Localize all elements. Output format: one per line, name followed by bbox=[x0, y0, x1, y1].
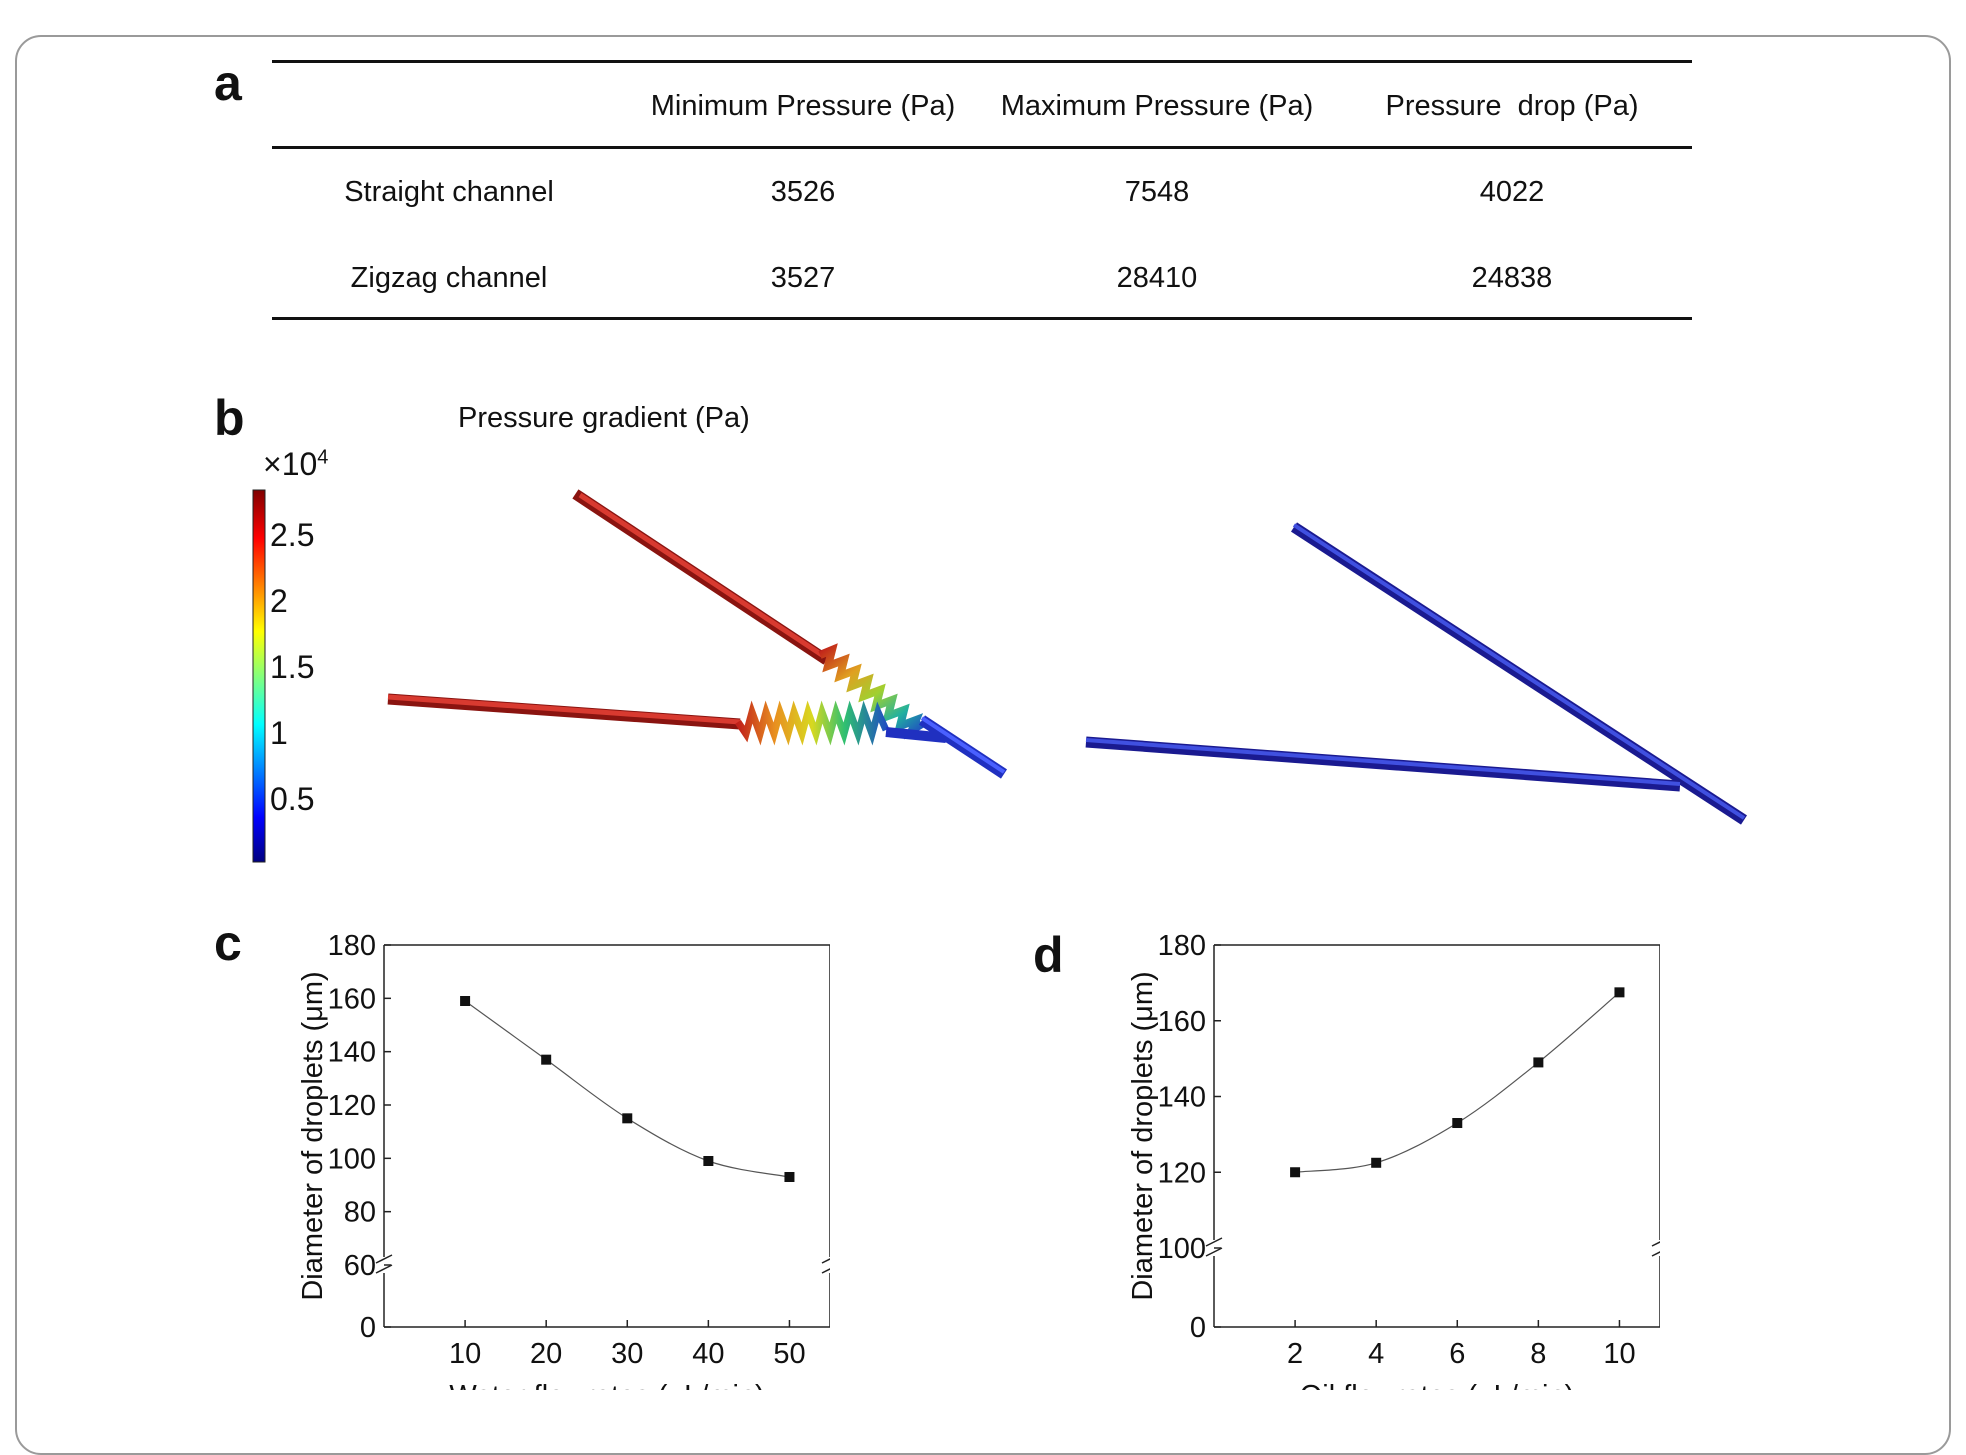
data-point bbox=[622, 1113, 633, 1124]
x-axis-label: Oil flowrates (μL/min) bbox=[1300, 1380, 1575, 1390]
x-tick-label: 2 bbox=[1287, 1338, 1303, 1370]
colorbar-label: 2.5 bbox=[270, 517, 315, 553]
panel-letter-d: d bbox=[1033, 927, 1064, 983]
data-point bbox=[703, 1156, 714, 1166]
axis-break-mark bbox=[1651, 1251, 1660, 1257]
table-cell-straight-min: 3526 bbox=[770, 176, 836, 208]
panel-letter-a: a bbox=[214, 55, 242, 111]
y-tick-label: 180 bbox=[1158, 930, 1206, 962]
y-tick-label: 120 bbox=[1158, 1157, 1206, 1189]
y-tick-label: 0 bbox=[1190, 1312, 1206, 1344]
table-cell-zigzag-drop: 24838 bbox=[1471, 262, 1553, 294]
pressure-plot-title: Pressure gradient (Pa) bbox=[458, 402, 750, 434]
x-tick-label: 10 bbox=[1603, 1338, 1635, 1370]
y-axis-label: Diameter of droplets (μm) bbox=[1127, 971, 1159, 1300]
colorbar-label: 1 bbox=[270, 715, 288, 751]
data-point bbox=[460, 996, 471, 1006]
y-tick-label: 180 bbox=[328, 930, 376, 962]
table-header-pressure-drop: Pressure drop (Pa) bbox=[1385, 90, 1639, 122]
x-tick-label: 20 bbox=[530, 1338, 562, 1370]
data-point bbox=[1614, 987, 1625, 998]
series-line bbox=[464, 1000, 790, 1178]
table-top-rule bbox=[272, 60, 1692, 63]
colorbar-multiplier: ×104 bbox=[263, 446, 329, 482]
table-header-max-pressure: Maximum Pressure (Pa) bbox=[1000, 90, 1314, 122]
y-tick-label: 140 bbox=[328, 1037, 376, 1069]
x-tick-label: 10 bbox=[449, 1338, 481, 1370]
x-tick-label: 40 bbox=[692, 1338, 724, 1370]
x-tick-label: 4 bbox=[1368, 1338, 1384, 1370]
table-bottom-rule bbox=[272, 317, 1692, 320]
straight-channel-model bbox=[1085, 522, 1748, 825]
y-axis-label: Diameter of droplets (μm) bbox=[297, 971, 329, 1300]
axis-break-mark bbox=[375, 1254, 393, 1264]
axis-break-mark bbox=[1651, 1241, 1660, 1247]
data-point bbox=[1452, 1118, 1463, 1129]
table-header-min-pressure: Minimum Pressure (Pa) bbox=[650, 90, 956, 122]
pressure-visualization bbox=[252, 489, 1748, 863]
y-tick-label: 140 bbox=[1158, 1082, 1206, 1114]
series-line bbox=[1295, 991, 1620, 1173]
table-cell-zigzag-max: 28410 bbox=[1116, 262, 1198, 294]
y-tick-label: 160 bbox=[1158, 1006, 1206, 1038]
data-point bbox=[1371, 1157, 1382, 1168]
x-tick-label: 8 bbox=[1530, 1338, 1546, 1370]
panel-letter-c: c bbox=[214, 915, 242, 971]
axis-break-mark bbox=[821, 1258, 830, 1264]
x-tick-label: 6 bbox=[1449, 1338, 1465, 1370]
y-tick-label: 100 bbox=[328, 1143, 376, 1175]
x-axis-label: Water flowrates (μL/min) bbox=[449, 1380, 764, 1390]
table-row-zigzag-label: Zigzag channel bbox=[350, 262, 548, 294]
colorbar bbox=[252, 489, 266, 863]
axis-break-mark bbox=[1205, 1237, 1223, 1247]
y-tick-label: 0 bbox=[360, 1312, 376, 1344]
x-tick-label: 30 bbox=[611, 1338, 643, 1370]
y-tick-label: 80 bbox=[344, 1197, 376, 1229]
y-tick-label: 100 bbox=[1158, 1233, 1206, 1265]
axis-break-mark bbox=[821, 1268, 830, 1274]
table-row-straight-label: Straight channel bbox=[344, 176, 554, 208]
data-point bbox=[1533, 1057, 1544, 1068]
data-point bbox=[784, 1172, 795, 1182]
table-cell-straight-drop: 4022 bbox=[1479, 176, 1545, 208]
table-header-rule bbox=[272, 146, 1692, 149]
chart-water-flowrate: 180 160 140 120 100 80 60 0 10 20 30 40 50 Water flow… bbox=[297, 930, 830, 1390]
colorbar-label: 1.5 bbox=[270, 649, 315, 685]
y-tick-label: 160 bbox=[328, 983, 376, 1015]
chart-oil-flowrate: 180 160 140 120 100 0 2 4 6 8 10 Oil flowrates (μL/… bbox=[1127, 930, 1660, 1390]
data-point bbox=[541, 1054, 552, 1065]
table-cell-zigzag-min: 3527 bbox=[770, 262, 836, 294]
axis-break-mark bbox=[375, 1264, 393, 1274]
zigzag-channel-model bbox=[387, 489, 1008, 779]
axis-break-mark bbox=[1205, 1247, 1223, 1257]
panel-letter-b: b bbox=[214, 390, 245, 446]
table-cell-straight-max: 7548 bbox=[1124, 176, 1190, 208]
y-tick-label: 60 bbox=[344, 1250, 376, 1282]
colorbar-label: 2 bbox=[270, 583, 288, 619]
x-tick-label: 50 bbox=[773, 1338, 805, 1370]
colorbar-label: 0.5 bbox=[270, 781, 315, 817]
data-point bbox=[1290, 1167, 1301, 1178]
y-tick-label: 120 bbox=[328, 1090, 376, 1122]
